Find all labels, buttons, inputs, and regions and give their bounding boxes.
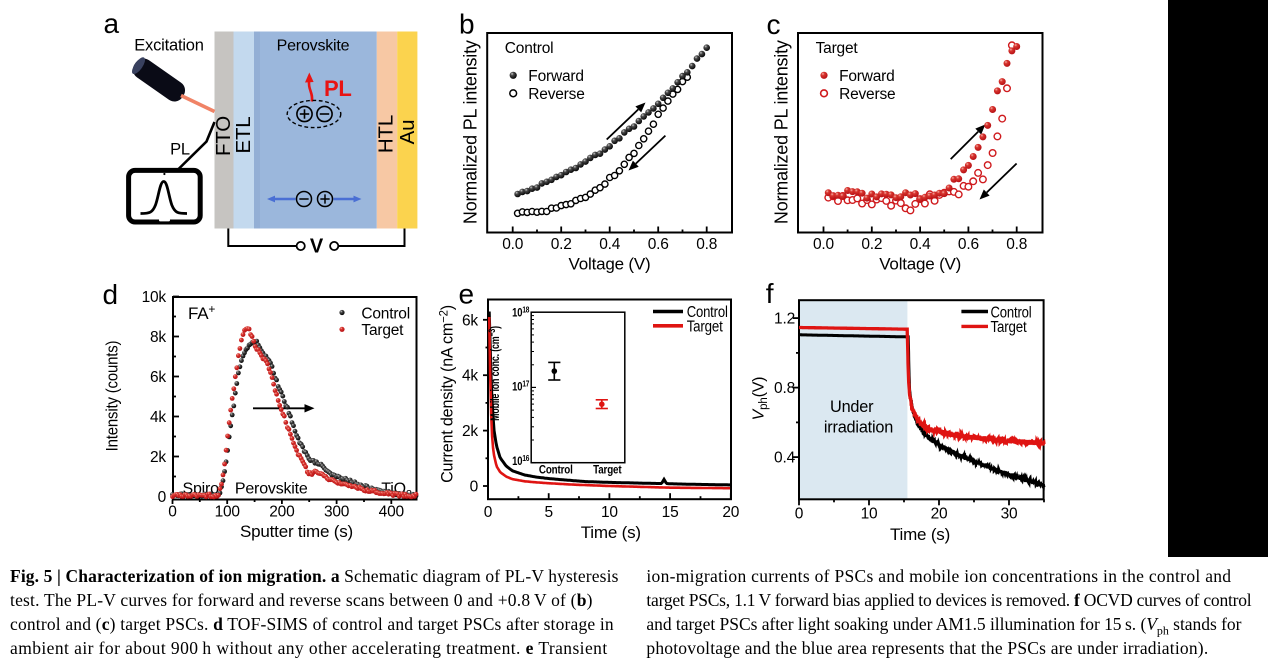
- svg-text:6k: 6k: [462, 312, 478, 329]
- svg-text:0.2: 0.2: [861, 236, 882, 253]
- svg-text:20: 20: [931, 506, 948, 523]
- svg-text:0.4: 0.4: [910, 236, 932, 253]
- svg-text:Target: Target: [816, 40, 859, 57]
- svg-text:Target: Target: [361, 322, 404, 339]
- svg-text:Time (s): Time (s): [890, 525, 950, 544]
- svg-text:0: 0: [484, 504, 493, 521]
- svg-text:10: 10: [861, 506, 878, 523]
- svg-text:Target: Target: [687, 318, 724, 335]
- svg-text:2k: 2k: [462, 423, 478, 440]
- svg-text:Control: Control: [687, 304, 728, 321]
- svg-text:Time (s): Time (s): [581, 523, 641, 542]
- svg-text:0.0: 0.0: [502, 236, 524, 253]
- svg-text:Reverse: Reverse: [839, 86, 895, 103]
- svg-text:b: b: [459, 9, 474, 40]
- svg-text:c: c: [767, 9, 781, 40]
- svg-text:4k: 4k: [462, 368, 478, 385]
- svg-text:Control: Control: [539, 464, 573, 477]
- svg-text:Perovskite: Perovskite: [235, 480, 308, 497]
- svg-text:Control: Control: [361, 305, 410, 322]
- svg-text:Voltage (V): Voltage (V): [569, 255, 651, 274]
- svg-text:Forward: Forward: [839, 68, 894, 85]
- svg-text:8k: 8k: [150, 329, 166, 346]
- svg-text:Excitation: Excitation: [134, 37, 204, 55]
- svg-text:15: 15: [662, 504, 679, 521]
- svg-text:10: 10: [601, 504, 618, 521]
- svg-text:20: 20: [722, 504, 739, 521]
- svg-text:e: e: [459, 279, 474, 310]
- svg-text:PL: PL: [170, 141, 190, 159]
- svg-text:2k: 2k: [150, 449, 166, 466]
- svg-text:0: 0: [168, 504, 177, 521]
- svg-text:0.6: 0.6: [958, 236, 979, 253]
- svg-text:100: 100: [215, 504, 241, 521]
- svg-text:0.8: 0.8: [1006, 236, 1027, 253]
- svg-text:0: 0: [470, 479, 479, 496]
- svg-text:1016: 1016: [512, 454, 529, 469]
- svg-text:Au: Au: [396, 120, 419, 145]
- svg-text:Sputter time (s): Sputter time (s): [240, 522, 353, 541]
- svg-text:Normalized PL intensity: Normalized PL intensity: [772, 40, 792, 224]
- svg-text:d: d: [103, 279, 118, 310]
- svg-text:1.2: 1.2: [774, 310, 795, 327]
- svg-text:Mobile ion conc. (cm−3): Mobile ion conc. (cm−3): [487, 326, 502, 421]
- svg-text:Intensity (counts): Intensity (counts): [104, 341, 122, 452]
- svg-text:300: 300: [324, 504, 350, 521]
- svg-text:HTL: HTL: [375, 115, 398, 153]
- svg-text:0.8: 0.8: [696, 236, 717, 253]
- svg-text:Voltage (V): Voltage (V): [879, 255, 961, 274]
- svg-text:Reverse: Reverse: [528, 86, 584, 103]
- svg-text:0.4: 0.4: [774, 449, 796, 466]
- svg-text:f: f: [766, 278, 774, 309]
- svg-text:1017: 1017: [512, 379, 529, 394]
- svg-text:Vph(V): Vph(V): [751, 377, 771, 421]
- svg-text:200: 200: [269, 504, 295, 521]
- svg-text:0.0: 0.0: [813, 236, 835, 253]
- svg-text:0: 0: [158, 489, 167, 506]
- svg-text:5: 5: [544, 504, 552, 521]
- svg-text:Target: Target: [593, 464, 622, 477]
- svg-text:V: V: [310, 236, 324, 258]
- svg-text:0.8: 0.8: [774, 380, 795, 397]
- svg-text:Perovskite: Perovskite: [277, 38, 350, 55]
- svg-text:irradiation: irradiation: [824, 419, 893, 437]
- svg-text:Control: Control: [991, 304, 1032, 321]
- svg-text:Forward: Forward: [528, 68, 583, 85]
- svg-text:0.6: 0.6: [648, 236, 669, 253]
- svg-text:PL: PL: [324, 76, 352, 101]
- svg-text:6k: 6k: [150, 369, 166, 386]
- svg-text:400: 400: [379, 504, 405, 521]
- svg-text:FA+: FA+: [188, 302, 215, 323]
- svg-text:10k: 10k: [142, 289, 167, 306]
- svg-text:a: a: [104, 8, 120, 39]
- svg-text:Under: Under: [830, 398, 874, 416]
- svg-text:ETL: ETL: [232, 117, 255, 154]
- svg-text:FTO: FTO: [212, 116, 235, 156]
- svg-text:0.4: 0.4: [599, 236, 621, 253]
- svg-text:4k: 4k: [150, 409, 166, 426]
- svg-text:Normalized PL intensity: Normalized PL intensity: [461, 40, 481, 224]
- svg-text:0: 0: [795, 506, 804, 523]
- svg-text:Control: Control: [505, 40, 554, 57]
- svg-text:30: 30: [1001, 506, 1018, 523]
- svg-text:Target: Target: [991, 319, 1028, 336]
- svg-text:0.2: 0.2: [551, 236, 572, 253]
- svg-text:1018: 1018: [512, 305, 529, 320]
- svg-text:Current density (nA cm−2): Current density (nA cm−2): [437, 305, 456, 483]
